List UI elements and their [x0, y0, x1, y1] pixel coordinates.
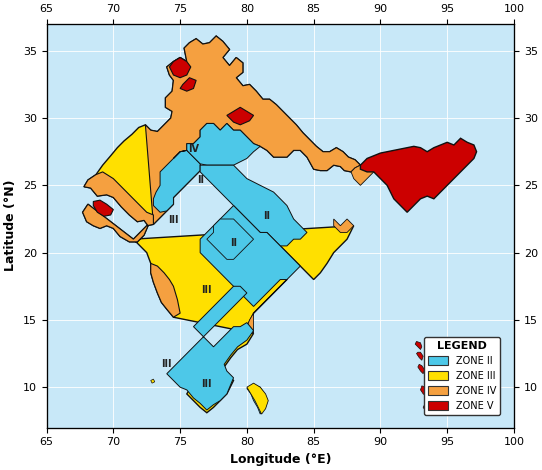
- Polygon shape: [180, 78, 196, 91]
- Polygon shape: [421, 386, 429, 397]
- Polygon shape: [360, 138, 476, 212]
- Legend: ZONE II, ZONE III, ZONE IV, ZONE V: ZONE II, ZONE III, ZONE IV, ZONE V: [424, 337, 500, 415]
- Polygon shape: [145, 36, 360, 224]
- Polygon shape: [423, 405, 430, 414]
- Text: II: II: [230, 238, 237, 248]
- Polygon shape: [207, 219, 254, 259]
- Polygon shape: [200, 165, 307, 246]
- Polygon shape: [247, 383, 268, 414]
- Polygon shape: [153, 150, 200, 212]
- Polygon shape: [334, 219, 354, 233]
- Polygon shape: [93, 200, 113, 216]
- Polygon shape: [416, 352, 423, 360]
- Y-axis label: Latitude (°N): Latitude (°N): [4, 180, 17, 272]
- Text: III: III: [202, 379, 212, 389]
- Polygon shape: [82, 36, 360, 413]
- Polygon shape: [170, 57, 191, 78]
- Polygon shape: [415, 341, 422, 350]
- Polygon shape: [351, 165, 374, 185]
- Polygon shape: [151, 263, 180, 317]
- Polygon shape: [173, 124, 260, 165]
- Polygon shape: [200, 205, 300, 306]
- Text: IV: IV: [188, 144, 199, 154]
- Text: III: III: [202, 285, 212, 295]
- Polygon shape: [247, 280, 287, 333]
- Text: III: III: [162, 359, 172, 369]
- Polygon shape: [227, 107, 254, 125]
- Text: III: III: [168, 215, 179, 225]
- Polygon shape: [374, 161, 394, 174]
- Polygon shape: [151, 379, 155, 383]
- Polygon shape: [247, 384, 267, 414]
- Polygon shape: [167, 286, 254, 410]
- Text: II: II: [263, 211, 270, 221]
- X-axis label: Longitude (°E): Longitude (°E): [229, 453, 331, 466]
- Polygon shape: [82, 172, 153, 242]
- Polygon shape: [418, 364, 424, 374]
- Text: II: II: [197, 175, 204, 185]
